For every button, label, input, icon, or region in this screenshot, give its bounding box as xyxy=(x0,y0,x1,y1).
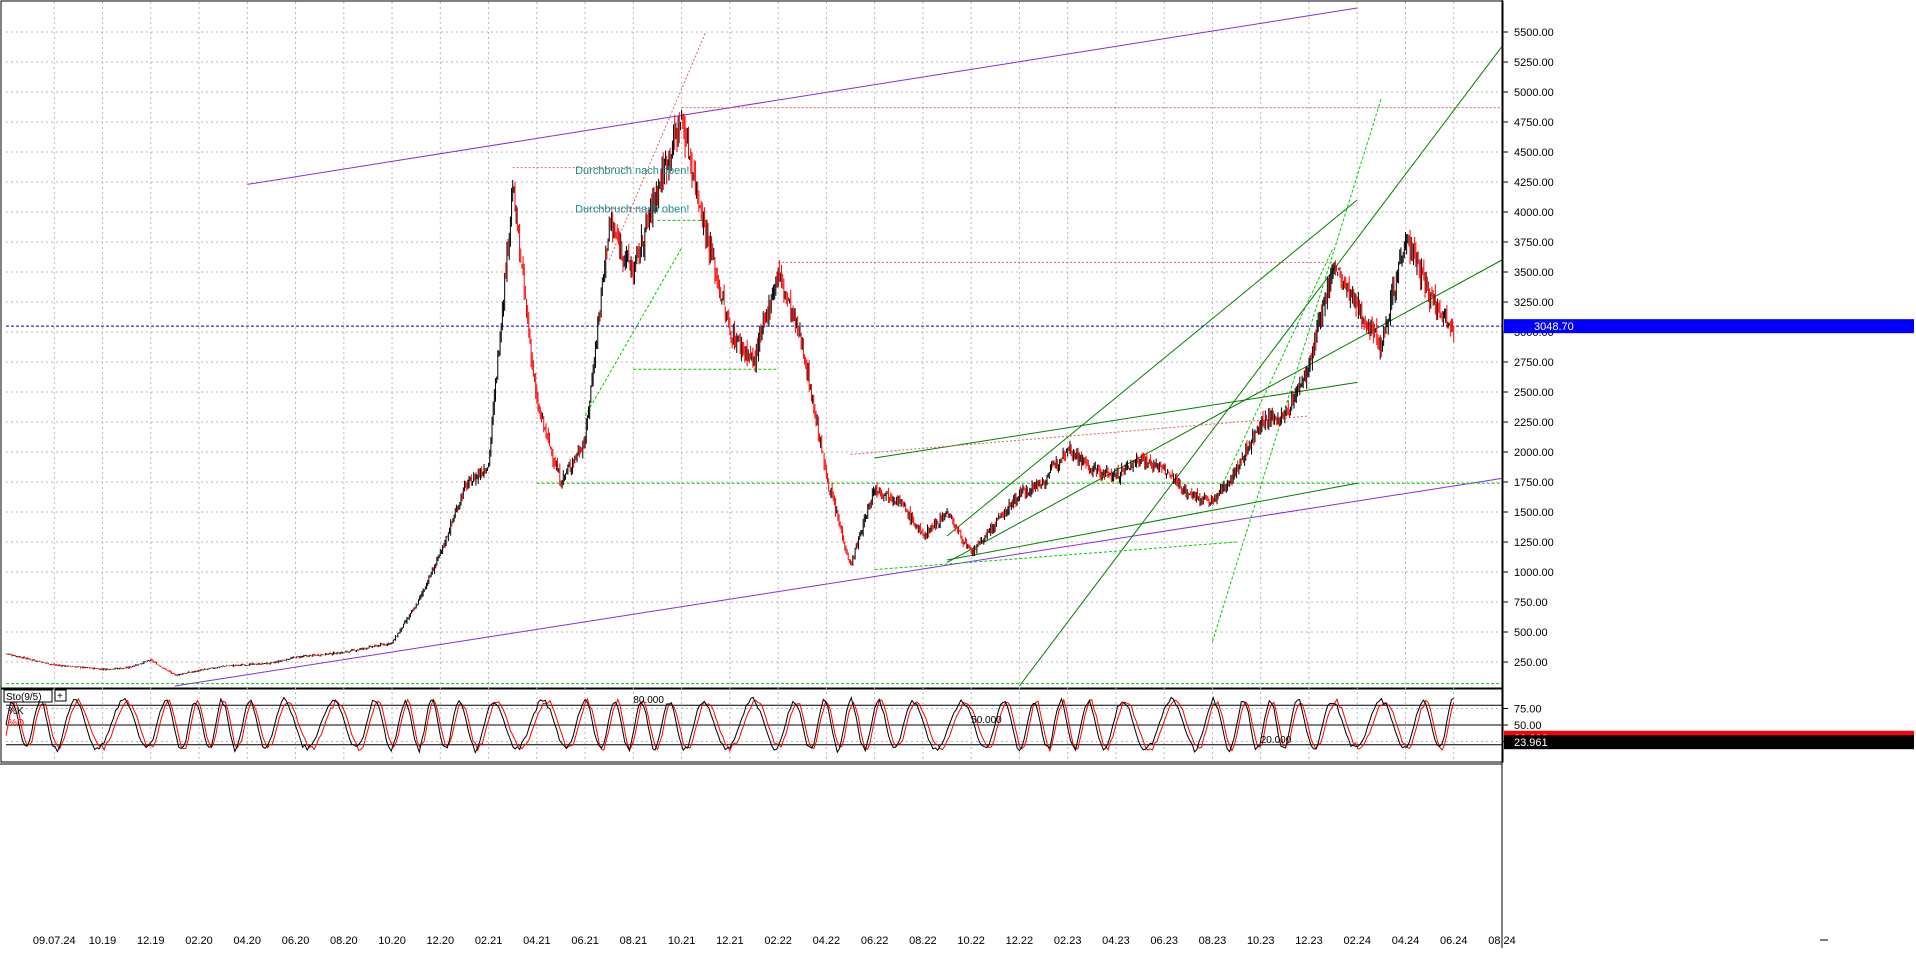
y-tick-label: 4000.00 xyxy=(1514,207,1554,219)
y-tick-label: 1000.00 xyxy=(1514,567,1554,579)
stoch-legend-label: Sto(9/5) xyxy=(6,692,42,703)
x-tick-label: 10.23 xyxy=(1247,935,1275,947)
trend-line-1 xyxy=(1019,46,1503,687)
y-tick-label: 4500.00 xyxy=(1514,147,1554,159)
stoch-series-d-label: %D xyxy=(8,718,24,729)
y-tick-label: 1500.00 xyxy=(1514,507,1554,519)
support-trend-4 xyxy=(1211,247,1334,507)
stoch-series-k-label: %K xyxy=(8,706,24,717)
current-price-label: 3048.70 xyxy=(1534,321,1574,333)
time-axis[interactable]: 09.07.24 10.19 12.19 02.20 04.20 06.20 08.20 10… xyxy=(0,763,1828,947)
price-panel-frame xyxy=(0,0,1504,690)
x-tick-label: 04.20 xyxy=(234,935,262,947)
support-trend-1 xyxy=(584,247,683,417)
x-tick-label: 12.23 xyxy=(1295,935,1323,947)
stoch-k-line xyxy=(5,695,1455,754)
resistance-trend-2 xyxy=(608,31,707,261)
y-tick-label: 3750.00 xyxy=(1514,237,1554,249)
trend-line-4 xyxy=(946,199,1358,537)
x-tick-label: 06.20 xyxy=(282,935,310,947)
x-tick-label: 08.23 xyxy=(1199,935,1227,947)
x-tick-label: 10.22 xyxy=(957,935,985,947)
stoch-d-value: 23.961 xyxy=(1514,737,1548,749)
stoch-level-label: 80.000 xyxy=(633,695,664,706)
y-tick-label: 4750.00 xyxy=(1514,117,1554,129)
y-tick-label: 2000.00 xyxy=(1514,447,1554,459)
y-tick-label: 5000.00 xyxy=(1514,87,1554,99)
trend-line-3 xyxy=(946,482,1358,561)
x-tick-label: 04.24 xyxy=(1392,935,1420,947)
stoch-d-line xyxy=(5,697,1455,753)
x-tick-label: 08.24 xyxy=(1488,935,1516,947)
stoch-d-value-bg xyxy=(1504,735,1914,750)
stoch-legend-expand-glyph: + xyxy=(57,691,63,702)
support-trend-2 xyxy=(874,541,1237,571)
x-tick-label: 08.21 xyxy=(620,935,648,947)
x-tick-label: 08.22 xyxy=(909,935,937,947)
x-tick-label: 10.21 xyxy=(668,935,696,947)
x-tick-label: 06.22 xyxy=(861,935,889,947)
y-tick-label: 3500.00 xyxy=(1514,267,1554,279)
trend-line-2 xyxy=(946,259,1503,563)
x-tick-label: 12.20 xyxy=(427,935,455,947)
annotation-text: Durchbruch nach oben! xyxy=(575,165,689,177)
x-tick-label: 09.07.24 xyxy=(33,935,76,947)
stoch-tick-label: 75.00 xyxy=(1514,704,1542,716)
x-tick-label: 04.22 xyxy=(813,935,841,947)
x-tick-label: 12.22 xyxy=(1006,935,1034,947)
grid xyxy=(0,0,1504,763)
y-tick-label: 750.00 xyxy=(1514,597,1548,609)
y-tick-label: 3250.00 xyxy=(1514,297,1554,309)
x-tick-label: 12.19 xyxy=(137,935,165,947)
x-tick-label: 06.24 xyxy=(1440,935,1468,947)
x-tick-label: 02.23 xyxy=(1054,935,1082,947)
y-tick-label: 500.00 xyxy=(1514,627,1548,639)
y-tick-label: 5500.00 xyxy=(1514,27,1554,39)
x-tick-label: 04.23 xyxy=(1102,935,1130,947)
annotation-text: Durchbruch nach oben! xyxy=(575,203,689,215)
stoch-level-label: 20.000 xyxy=(1261,735,1292,746)
x-tick-label: 08.20 xyxy=(330,935,358,947)
x-tick-label: 06.23 xyxy=(1150,935,1178,947)
stoch-tick-label: 50.00 xyxy=(1514,720,1542,732)
x-tick-label: 02.20 xyxy=(185,935,213,947)
stoch-legend-box xyxy=(3,689,53,703)
x-tick-label: 02.24 xyxy=(1343,935,1371,947)
upper-channel-line xyxy=(247,7,1358,185)
y-tick-label: 5250.00 xyxy=(1514,57,1554,69)
x-tick-label: 02.21 xyxy=(475,935,503,947)
y-tick-label: 2750.00 xyxy=(1514,357,1554,369)
trend-lines xyxy=(6,7,1503,687)
current-price-label-bg xyxy=(1504,319,1914,334)
y-tick-label: 250.00 xyxy=(1514,657,1548,669)
price-axis[interactable]: 5500.00 5250.00 5000.00 4750.00 4500.00 4250.… xyxy=(1501,0,1914,948)
x-tick-label: 10.20 xyxy=(378,935,406,947)
stochastic-panel: 75.0050.0025.0080.00050.00020.000Sto(9/5… xyxy=(3,689,1914,754)
y-tick-label: 2250.00 xyxy=(1514,417,1554,429)
x-tick-label: 02.22 xyxy=(764,935,792,947)
price-candles xyxy=(5,109,1455,677)
y-tick-label: 1250.00 xyxy=(1514,537,1554,549)
y-tick-label: 4250.00 xyxy=(1514,177,1554,189)
annotations: Durchbruch nach oben! Durchbruch nach obe… xyxy=(575,165,689,215)
y-tick-label: 2500.00 xyxy=(1514,387,1554,399)
x-tick-label: 04.21 xyxy=(523,935,551,947)
stoch-legend-expand-icon xyxy=(54,689,67,702)
x-tick-label: 12.21 xyxy=(716,935,744,947)
stoch-level-label: 50.000 xyxy=(971,715,1002,726)
x-tick-label: 06.21 xyxy=(571,935,599,947)
resistance-trend-1 xyxy=(850,415,1310,455)
y-tick-label: 1750.00 xyxy=(1514,477,1554,489)
lower-channel-line xyxy=(174,477,1503,687)
x-tick-label: 10.19 xyxy=(89,935,117,947)
